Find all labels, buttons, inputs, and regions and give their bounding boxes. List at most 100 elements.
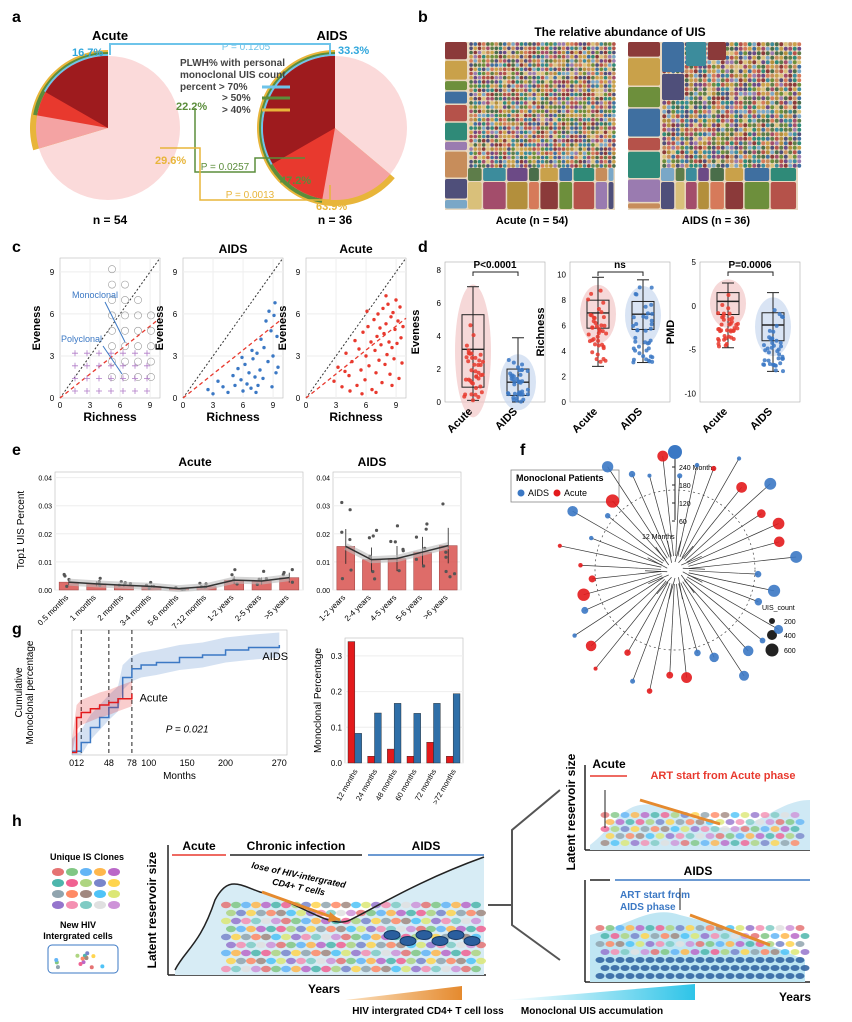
- treemap-dot: [774, 123, 779, 128]
- h-clone-cell: [301, 933, 311, 941]
- treemap-dot: [756, 145, 761, 150]
- treemap-dot: [743, 145, 748, 150]
- e-ytick: 0.00: [38, 588, 52, 595]
- h-clone-cell: [251, 933, 261, 941]
- treemap-dot: [707, 91, 712, 96]
- treemap-dot: [711, 163, 716, 168]
- e-xtick: 4-5 years: [368, 593, 398, 623]
- treemap-dot: [707, 109, 712, 114]
- treemap-dot: [707, 87, 712, 92]
- h-clone-cell: [471, 917, 481, 925]
- treemap-dot: [586, 113, 591, 118]
- treemap-dot: [557, 164, 562, 168]
- box-group-label: AIDS: [618, 406, 645, 433]
- treemap-dot: [675, 114, 680, 119]
- h-rb-cell: [600, 933, 610, 939]
- g-bar-acute: [406, 756, 415, 764]
- treemap-dot: [502, 96, 507, 101]
- treemap-dot: [544, 113, 549, 118]
- treemap-tile: [710, 168, 724, 181]
- box-ytick: 10: [557, 271, 566, 280]
- treemap-dot: [498, 109, 503, 114]
- treemap-dot: [783, 91, 788, 96]
- box-point: [727, 322, 732, 327]
- treemap-dot: [792, 136, 797, 141]
- scatter-point: [273, 301, 277, 305]
- treemap-dot: [507, 50, 511, 55]
- treemap-dot: [607, 88, 612, 93]
- treemap-dot: [666, 100, 671, 105]
- treemap-dot: [498, 42, 503, 46]
- h-clone-cell: [361, 965, 371, 973]
- treemap-dot: [494, 138, 499, 143]
- box-point: [774, 338, 779, 343]
- treemap-dot: [774, 46, 779, 51]
- treemap-dot: [770, 46, 775, 51]
- treemap-dot: [792, 82, 797, 87]
- treemap-dot: [473, 59, 478, 63]
- treemap-dot: [783, 127, 788, 132]
- box-point: [466, 359, 471, 364]
- treemap-dot: [675, 105, 680, 110]
- treemap-dot: [477, 134, 482, 139]
- box-ytick: -5: [689, 346, 697, 355]
- box-point: [525, 392, 530, 397]
- treemap-dot: [507, 67, 511, 72]
- treemap-dot: [797, 91, 802, 96]
- treemap-dot: [671, 105, 676, 110]
- treemap-dot: [774, 141, 779, 146]
- treemap-dot: [574, 96, 578, 101]
- treemap-dot: [561, 80, 566, 84]
- h-clone-cell: [316, 957, 326, 965]
- g-xtick: 100: [141, 758, 156, 768]
- treemap-dot: [553, 42, 557, 46]
- box-point: [601, 300, 606, 305]
- box-point: [773, 368, 778, 373]
- box-group-label: Acute: [570, 406, 600, 436]
- treemap-dot: [743, 46, 748, 51]
- treemap-dot: [797, 141, 802, 146]
- f-leaf-acute: [681, 672, 692, 683]
- h-rb-cell: [720, 965, 730, 971]
- treemap-dot: [707, 114, 712, 119]
- treemap-dot: [689, 123, 694, 128]
- e-point: [422, 564, 426, 568]
- treemap-dot: [747, 136, 752, 141]
- f-branch: [722, 523, 779, 549]
- treemap-dot: [502, 71, 507, 76]
- treemap-dot: [549, 143, 553, 147]
- h-clone-cell: [461, 965, 471, 973]
- h-clone-cell: [471, 949, 481, 957]
- e-point: [230, 573, 234, 577]
- treemap-dot: [680, 105, 685, 110]
- h-clone-cell: [431, 901, 441, 909]
- treemap-dot: [519, 71, 524, 76]
- treemap-dot: [595, 159, 599, 164]
- treemap-dot: [770, 163, 775, 168]
- treemap-dot: [792, 100, 797, 105]
- box-point: [721, 317, 726, 322]
- f-inner-branch: [681, 556, 702, 566]
- treemap-dot: [770, 64, 775, 69]
- treemap-dot: [595, 117, 599, 122]
- treemap-dot: [783, 55, 788, 60]
- treemap-dot: [544, 71, 549, 76]
- h-clone-cell: [331, 901, 341, 909]
- scatter-point: [253, 375, 257, 379]
- treemap-dot: [549, 126, 553, 130]
- treemap-tile: [529, 168, 539, 181]
- treemap-dot: [519, 155, 524, 160]
- h-clone-cell: [381, 949, 391, 957]
- treemap-dot: [553, 46, 557, 51]
- treemap-dot: [591, 50, 595, 55]
- treemap-dot: [738, 141, 743, 146]
- scatter-point: [369, 340, 373, 344]
- treemap-dot: [607, 63, 612, 67]
- treemap-dot: [680, 141, 685, 146]
- treemap-dot: [502, 122, 507, 126]
- treemap-dot: [711, 154, 716, 159]
- box-point: [644, 357, 649, 362]
- box-point: [716, 338, 721, 343]
- treemap-dot: [586, 67, 591, 72]
- treemap-dot: [711, 141, 716, 146]
